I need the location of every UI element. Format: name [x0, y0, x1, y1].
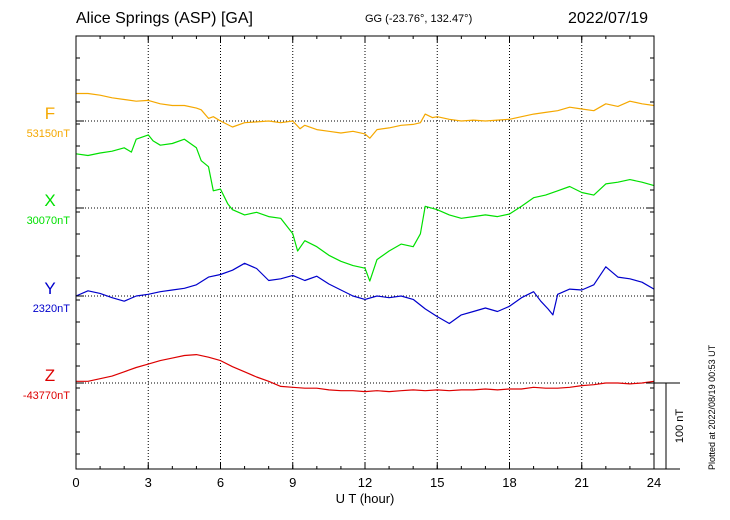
component-label-y: Y — [44, 279, 55, 298]
series-line-z — [76, 354, 655, 393]
station-title: Alice Springs (ASP) [GA] — [76, 10, 253, 27]
station-coordinates: GG (-23.76°, 132.47°) — [365, 13, 473, 25]
component-label-z: Z — [45, 366, 55, 385]
series-line-x — [75, 134, 655, 282]
label-layer: 0 3 6 9 12 15 18 21 24 U T (hour) F 53150nT X 30070nT… — [23, 104, 661, 506]
x-tick-label: 0 — [72, 475, 79, 490]
series-layer — [75, 92, 655, 393]
plotted-timestamp: Plotted at 2022/08/19 00:53 UT — [707, 344, 717, 470]
date-label: 2022/07/19 — [568, 10, 649, 27]
scale-bar: 100 nT — [654, 382, 686, 470]
baseline-value-z: -43770nT — [23, 390, 70, 402]
x-tick-label: 24 — [647, 475, 661, 490]
x-tick-label: 18 — [502, 475, 516, 490]
x-tick-label: 12 — [358, 475, 372, 490]
component-label-f: F — [45, 104, 55, 123]
x-tick-label: 3 — [145, 475, 152, 490]
baseline-value-x: 30070nT — [27, 215, 71, 227]
baseline-value-y: 2320nT — [33, 303, 71, 315]
x-tick-label: 9 — [289, 475, 296, 490]
scale-bar-label: 100 nT — [674, 409, 686, 444]
series-line-f — [76, 92, 655, 139]
baseline-layer — [76, 120, 654, 384]
x-tick-label: 15 — [430, 475, 444, 490]
series-line-y — [75, 262, 655, 325]
baseline-value-f: 53150nT — [27, 128, 71, 140]
x-tick-label: 6 — [217, 475, 224, 490]
x-axis-label: U T (hour) — [336, 491, 395, 506]
component-label-x: X — [44, 191, 55, 210]
x-tick-label: 21 — [575, 475, 589, 490]
grid-layer — [147, 36, 583, 469]
tick-layer — [75, 36, 655, 469]
